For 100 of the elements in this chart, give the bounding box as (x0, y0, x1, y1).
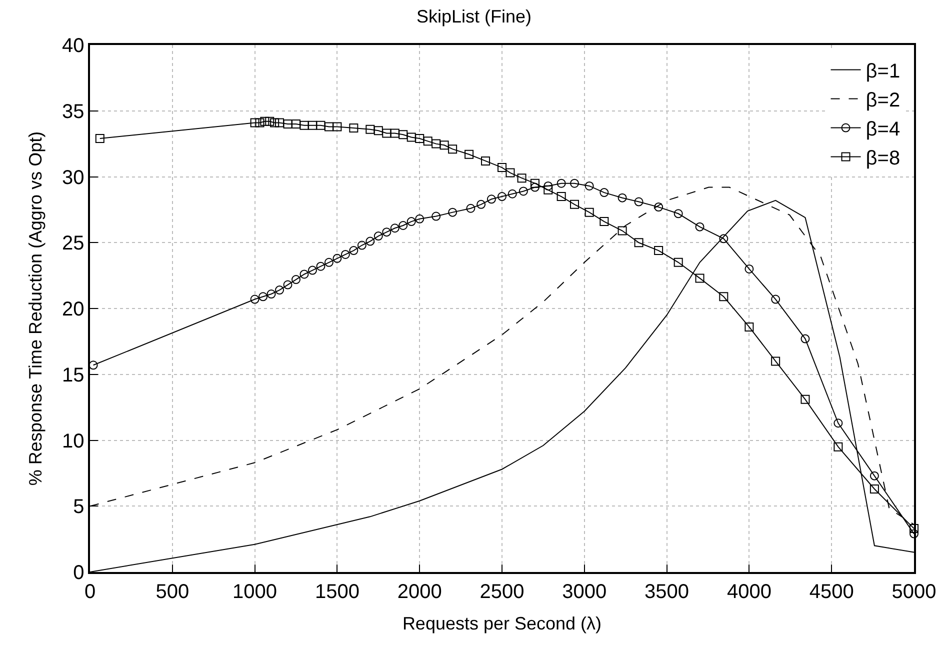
y-tick-label: 30 (62, 166, 84, 189)
point (870, 484, 879, 494)
legend-label: β=8 (866, 148, 900, 170)
point (618, 226, 627, 236)
point (250, 294, 260, 304)
y-tick-label: 25 (62, 232, 84, 255)
x-axis-title: Requests per Second (λ) (402, 613, 602, 634)
point (570, 200, 580, 209)
point (316, 120, 326, 130)
point (486, 194, 496, 204)
point (308, 266, 317, 275)
point (517, 174, 526, 183)
point (674, 209, 683, 218)
point (366, 124, 375, 134)
point (283, 280, 292, 290)
point (415, 214, 424, 224)
x-tick-label: 2500 (480, 580, 524, 603)
point (481, 156, 490, 166)
point (695, 274, 704, 283)
legend-label: β=4 (866, 118, 900, 141)
point (556, 178, 566, 188)
point (634, 238, 644, 248)
x-tick-label: 500 (156, 580, 190, 603)
point (448, 208, 458, 217)
point (423, 136, 432, 146)
y-axis-title: % Response Time Reduction (Aggro vs Opt) (26, 131, 46, 486)
point (382, 128, 392, 138)
point (695, 222, 704, 232)
point (308, 120, 317, 130)
point (292, 275, 300, 284)
point (406, 217, 416, 226)
point (324, 122, 334, 132)
point (258, 292, 268, 302)
y-tick-label: 10 (62, 430, 84, 452)
x-tick-label: 3000 (562, 580, 607, 603)
point (382, 228, 392, 237)
point (584, 208, 594, 217)
legend-label: β=1 (866, 60, 900, 83)
point (834, 442, 843, 452)
point (719, 292, 728, 302)
point (530, 178, 540, 188)
point (266, 290, 276, 299)
point (275, 286, 284, 295)
point (544, 185, 553, 194)
point (316, 262, 326, 271)
point (440, 140, 449, 150)
point (518, 186, 528, 196)
point (800, 334, 810, 344)
point (415, 134, 424, 144)
point (374, 232, 383, 241)
point (300, 120, 309, 130)
point (250, 118, 260, 128)
point (466, 204, 476, 213)
point (498, 192, 506, 202)
y-tick-label: 15 (62, 364, 84, 386)
point (634, 197, 644, 206)
point (398, 221, 408, 230)
y-tick-label: 40 (62, 35, 84, 57)
point (390, 224, 400, 233)
point (556, 192, 566, 202)
point (95, 134, 104, 144)
x-tick-label: 1500 (314, 580, 360, 603)
point (744, 322, 754, 332)
point (618, 193, 627, 202)
point (332, 122, 342, 132)
point (340, 250, 350, 259)
point (508, 189, 517, 198)
point (771, 294, 780, 304)
point (476, 200, 486, 209)
point (448, 144, 458, 154)
x-tick-label: 4000 (726, 580, 772, 603)
x-tick-label: 1000 (232, 580, 278, 603)
point (366, 236, 375, 246)
point (744, 264, 754, 274)
point (265, 116, 274, 126)
point (600, 217, 609, 226)
x-tick-label: 3500 (644, 580, 690, 603)
point (398, 130, 408, 140)
point (374, 126, 383, 136)
point (834, 418, 843, 428)
point (544, 181, 553, 190)
x-tick-label: 4500 (809, 580, 854, 603)
point (570, 178, 580, 188)
point (870, 471, 879, 480)
point (584, 181, 594, 190)
point (600, 188, 609, 198)
point (270, 118, 280, 128)
legend-label: β=2 (866, 90, 900, 112)
point (719, 234, 728, 244)
x-tick-label: 2000 (397, 580, 442, 603)
point (506, 168, 515, 178)
point (910, 529, 918, 538)
point (332, 254, 342, 263)
point (357, 240, 366, 250)
point (654, 246, 664, 256)
point (406, 132, 416, 142)
y-tick-label: 0 (73, 562, 84, 584)
x-tick-label: 5000 (892, 580, 936, 603)
point (260, 116, 270, 126)
point (432, 139, 441, 148)
